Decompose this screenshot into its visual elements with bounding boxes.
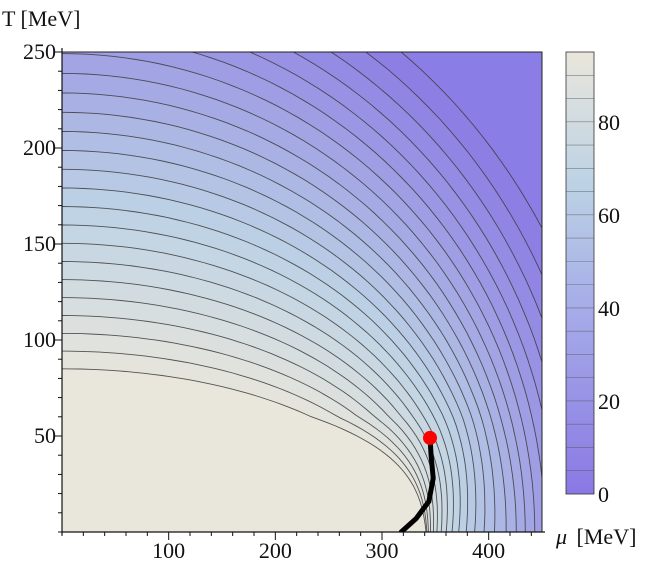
- y-axis-title: T [MeV]: [2, 6, 80, 31]
- colorbar-tick-label: 40: [598, 296, 620, 321]
- x-tick-label: 300: [366, 538, 399, 563]
- colorbar-tick-label: 0: [598, 482, 609, 507]
- contour-line: [62, 315, 432, 532]
- contour-band: [62, 368, 426, 532]
- contour-line: [292, 52, 542, 364]
- contour-line: [62, 242, 448, 532]
- contour-line: [62, 53, 536, 532]
- x-tick-label: 400: [472, 538, 505, 563]
- colorbar-tick-label: 80: [598, 110, 620, 135]
- colorbar-tick-label: 60: [598, 203, 620, 228]
- contour-line: [62, 368, 427, 532]
- contour-line: [62, 150, 486, 532]
- contour-line: [62, 92, 517, 532]
- x-axis-title: μ [MeV]: [555, 524, 636, 549]
- y-tick-label: 250: [23, 39, 56, 64]
- contour-line: [62, 131, 496, 532]
- contour-line: [62, 111, 507, 532]
- y-tick-label: 50: [34, 423, 56, 448]
- first-order-transition-line: [398, 435, 436, 532]
- contour-line: [190, 52, 542, 483]
- colorbar-gradient: [565, 51, 595, 495]
- x-tick-label: 100: [152, 538, 185, 563]
- critical-point-marker: [423, 430, 437, 445]
- plot-area: [62, 52, 542, 532]
- colorbar: 0 20 40 60 80: [565, 51, 620, 507]
- contour-line: [62, 261, 443, 532]
- x-ticks: 100 200 300 400: [61, 532, 532, 563]
- colorbar-level-lines: [566, 74, 594, 472]
- contour-line: [62, 168, 477, 532]
- x-axis-unit: [MeV]: [577, 524, 637, 549]
- contour-line: [62, 332, 429, 532]
- contour-bands: [62, 52, 542, 532]
- contour-line: [400, 52, 542, 230]
- contour-line: [62, 187, 469, 532]
- contour-line: [62, 297, 435, 532]
- contour-line: [365, 52, 542, 277]
- colorbar-ticks: 0 20 40 60 80: [598, 110, 620, 507]
- contour-line: [62, 206, 461, 532]
- contour-lines: [62, 52, 542, 532]
- y-tick-label: 200: [23, 135, 56, 160]
- contour-line: [62, 350, 428, 532]
- x-axis-symbol: μ: [555, 524, 567, 549]
- y-tick-label: 100: [23, 327, 56, 352]
- contour-line: [330, 52, 542, 320]
- y-tick-label: 150: [23, 231, 56, 256]
- contour-line: [248, 52, 542, 413]
- x-tick-label: 200: [259, 538, 292, 563]
- y-ticks: 50 100 150 200 250: [23, 39, 62, 533]
- contour-line: [62, 224, 454, 532]
- colorbar-tick-label: 20: [598, 389, 620, 414]
- contour-line: [62, 72, 526, 532]
